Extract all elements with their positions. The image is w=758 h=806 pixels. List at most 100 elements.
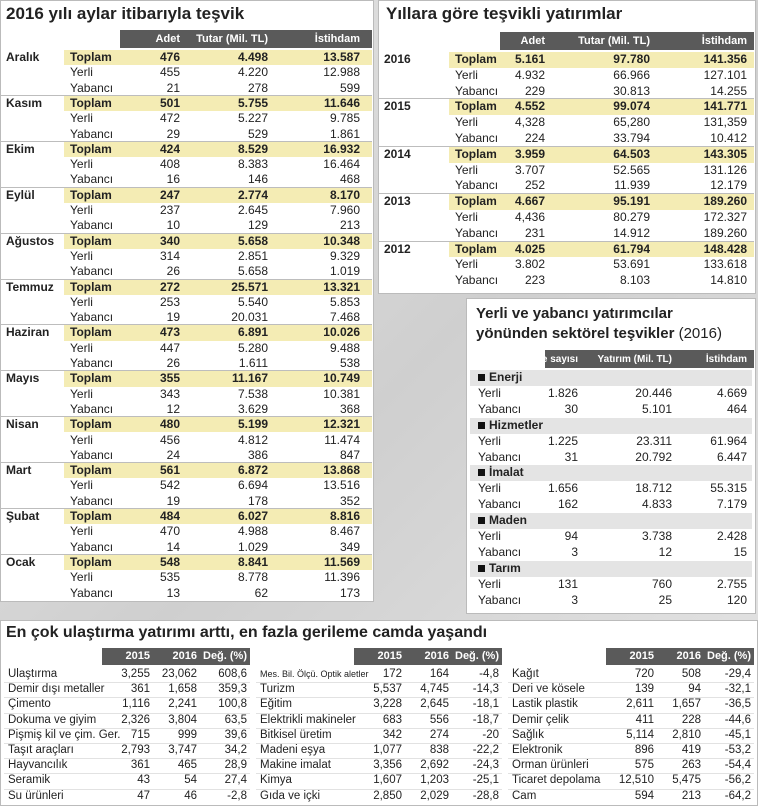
- value: 5.755: [237, 95, 268, 110]
- row-type: Yerli: [70, 203, 93, 217]
- value: 4.833: [641, 497, 672, 512]
- value: 359,3: [218, 683, 247, 696]
- value: 368: [339, 401, 360, 416]
- value: 247: [159, 187, 180, 202]
- value: 386: [247, 447, 268, 462]
- header-band: [354, 648, 502, 665]
- group-label: 2013: [384, 194, 411, 209]
- value: 13.868: [323, 463, 360, 478]
- group-label: Nisan: [6, 417, 39, 432]
- column-header: 2015: [377, 650, 402, 662]
- value: 253: [159, 294, 180, 309]
- value: 5.853: [329, 294, 360, 309]
- row-type: Yerli: [455, 257, 478, 272]
- value: 1.611: [238, 356, 268, 370]
- row-name: Demir çelik: [512, 713, 569, 726]
- value: 99.074: [613, 99, 650, 114]
- row-name: Kağıt: [512, 668, 539, 680]
- row-type: Yabancı: [70, 172, 114, 187]
- total-row-highlight: [64, 554, 372, 571]
- value: 7.960: [329, 203, 360, 217]
- row-type: Toplam: [70, 509, 112, 523]
- value: 80.279: [613, 210, 650, 224]
- group-label: Hizmetler: [489, 417, 544, 432]
- value: 5.101: [641, 401, 672, 416]
- row-name: Demir dışı metaller: [8, 683, 105, 696]
- group-label: 2014: [384, 146, 411, 161]
- group-separator: [0, 416, 372, 418]
- value: 143.305: [703, 146, 747, 161]
- value: 20.792: [635, 449, 672, 464]
- row-type: Yabancı: [478, 544, 522, 559]
- value: 2.774: [237, 187, 268, 202]
- row-separator: [256, 758, 502, 760]
- row-separator: [508, 773, 754, 775]
- value: 3,747: [168, 744, 197, 756]
- value: 24: [166, 447, 180, 462]
- group-label: Kasım: [6, 95, 43, 110]
- value: 65,280: [613, 115, 650, 130]
- value: 231: [524, 225, 545, 240]
- row-type: Yerli: [70, 524, 93, 539]
- row-name: Lastik plastik: [512, 698, 578, 711]
- value: 64.503: [613, 146, 650, 161]
- header-band: [545, 350, 754, 368]
- value: 7.538: [237, 386, 268, 401]
- value: -24,3: [472, 759, 499, 772]
- value: 5.540: [237, 294, 268, 309]
- group-marker: [478, 421, 485, 429]
- row-type: Toplam: [70, 187, 112, 202]
- value: 25: [658, 592, 672, 607]
- row-type: Yerli: [70, 157, 93, 172]
- row-name: Makine imalat: [260, 759, 331, 772]
- row-type: Yerli: [70, 478, 93, 493]
- value: 274: [429, 728, 449, 741]
- header-band: [500, 32, 754, 50]
- row-name: Ulaştırma: [8, 668, 58, 680]
- value: 20.446: [635, 385, 672, 400]
- value: 4.667: [514, 194, 545, 209]
- value: 542: [159, 478, 180, 493]
- value: 411: [635, 713, 654, 726]
- value: 8.816: [329, 509, 360, 523]
- value: 43: [137, 774, 150, 787]
- total-row-highlight: [64, 50, 372, 66]
- row-separator: [508, 727, 754, 729]
- value: 7.468: [329, 310, 360, 325]
- row-type: Toplam: [70, 325, 112, 340]
- group-separator: [0, 94, 372, 96]
- row-type: Yabancı: [455, 83, 499, 98]
- group-label: Temmuz: [6, 279, 54, 294]
- value: 5.199: [237, 417, 268, 432]
- value: 213: [681, 789, 701, 802]
- value: 47: [137, 789, 150, 802]
- value: 480: [159, 417, 180, 432]
- value: 12.988: [323, 65, 360, 80]
- row-type: Yabancı: [70, 80, 114, 95]
- value: 6.891: [237, 325, 268, 340]
- value: 352: [339, 493, 360, 508]
- value: 53.691: [613, 257, 650, 272]
- value: 55.315: [710, 481, 747, 496]
- row-separator: [508, 758, 754, 760]
- row-type: Toplam: [455, 241, 497, 256]
- value: 715: [130, 728, 150, 741]
- row-separator: [508, 712, 754, 714]
- column-header: Tutar (Mil. TL): [578, 35, 650, 47]
- value: 11.474: [324, 432, 360, 447]
- value: 26: [166, 264, 180, 279]
- value: 314: [159, 248, 180, 263]
- value: 94: [564, 529, 578, 543]
- value: 224: [524, 131, 545, 145]
- value: 13.587: [323, 50, 360, 64]
- column-header: İstihdam: [701, 35, 747, 47]
- row-separator: [256, 697, 502, 699]
- value: 419: [681, 744, 701, 756]
- value: 484: [159, 509, 180, 523]
- row-type: Yabancı: [70, 585, 114, 600]
- row-name: Mes. Bil. Ölçü. Optik aletler: [260, 669, 369, 679]
- column-header: 2016: [172, 650, 197, 662]
- value: 1.029: [237, 539, 268, 554]
- row-type: Yabancı: [70, 126, 114, 141]
- value: 1.225: [547, 433, 578, 448]
